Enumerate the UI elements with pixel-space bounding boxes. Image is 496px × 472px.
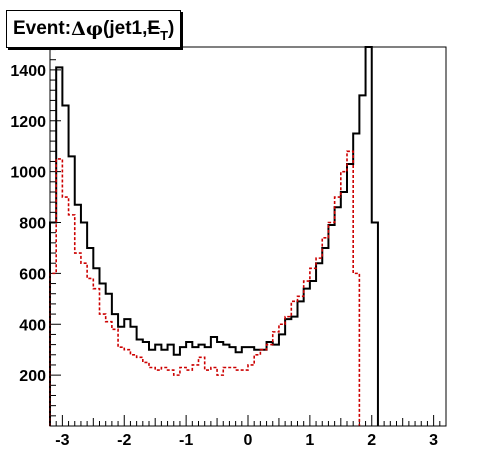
series-group xyxy=(49,46,379,426)
x-axis: -3 -2 -1 0 1 2 3 xyxy=(49,415,447,449)
y-tick-label: 400 xyxy=(19,317,46,334)
series-2-line xyxy=(49,150,361,426)
x-tick-label: 2 xyxy=(367,432,376,449)
x-tick-label: -3 xyxy=(55,432,69,449)
title-prefix: Event: xyxy=(13,18,72,39)
x-tick-label: -1 xyxy=(179,432,193,449)
title-suffix: ) xyxy=(168,18,175,39)
y-tick-label: 200 xyxy=(19,368,46,385)
series-1-line xyxy=(49,46,379,426)
title-body: (jet1, xyxy=(103,18,148,39)
y-axis: 200 400 600 800 1000 1200 1400 xyxy=(10,49,61,427)
y-tick-label: 800 xyxy=(19,216,46,233)
title-symbol: Δφ xyxy=(71,18,104,40)
plot-frame xyxy=(49,46,447,427)
x-tick-label: 1 xyxy=(305,432,314,449)
y-tick-label: 1400 xyxy=(10,63,46,80)
x-tick-label: 0 xyxy=(244,432,253,449)
y-tick-label: 1200 xyxy=(10,114,46,131)
x-tick-label: -2 xyxy=(117,432,131,449)
x-tick-label: 3 xyxy=(429,432,438,449)
y-tick-label: 600 xyxy=(19,266,46,283)
y-tick-label: 1000 xyxy=(10,165,46,182)
title-etmiss: E xyxy=(147,18,161,39)
chart-title: Event: Δφ (jet1, E T ) xyxy=(6,10,182,48)
title-sub: T xyxy=(160,27,169,43)
